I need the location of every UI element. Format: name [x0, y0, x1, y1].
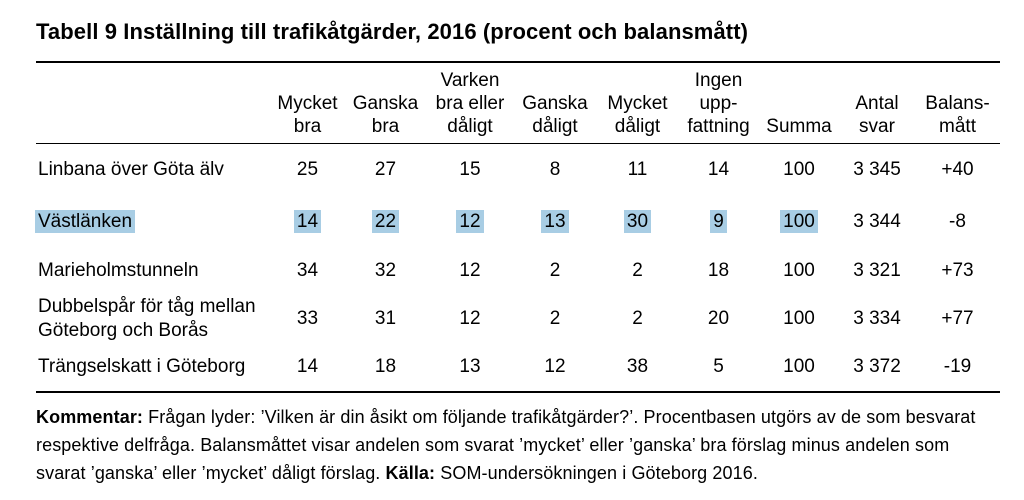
cell-value: 2: [549, 259, 561, 281]
cell-value: 25: [296, 158, 319, 180]
kommentar-text: Frågan lyder: ’Vilken är din åsikt om fö…: [36, 406, 976, 483]
row-label-highlighted: Västlänken: [35, 209, 136, 233]
cell-value: 100: [783, 356, 815, 377]
cell-value: 2: [549, 307, 561, 329]
col-header-antal-svar: Antal svar: [839, 63, 915, 144]
cell-value: 3 334: [853, 307, 901, 329]
cell-value: 100: [783, 259, 815, 281]
cell-value: 14: [707, 158, 730, 180]
cell-value: 34: [296, 259, 319, 281]
table-row-marieholmstunneln: Marieholmstunneln 34 32 12 2 2 18 100 3 …: [36, 248, 1000, 294]
cell-value: 12: [544, 356, 566, 377]
cell-value: 11: [627, 158, 648, 180]
table-title: Tabell 9 Inställning till trafikåtgärder…: [36, 19, 749, 44]
col-header-mycket-daligt: Mycket dåligt: [597, 63, 678, 144]
row-label: Linbana över Göta älv: [38, 158, 224, 180]
col-header-mycket-bra: Mycket bra: [271, 63, 344, 144]
cell-value: 33: [296, 307, 319, 329]
cell-value-highlighted: 100: [780, 209, 818, 233]
cell-value: 8: [549, 158, 561, 180]
kommentar-label: Kommentar:: [36, 406, 144, 427]
cell-value-highlighted: 13: [541, 209, 569, 233]
table-header: Mycket bra Ganska bra Varken bra eller d…: [36, 63, 1000, 144]
col-header-balansmatt: Balans- mått: [915, 63, 1000, 144]
cell-value: 3 321: [853, 259, 901, 281]
col-header-ingen-uppfattning: Ingen upp- fattning: [678, 63, 759, 144]
col-header-ganska-bra: Ganska bra: [344, 63, 427, 144]
kalla-text: SOM-undersökningen i Göteborg 2016.: [435, 462, 758, 483]
cell-value: 5: [713, 356, 724, 377]
cell-value-highlighted: 14: [293, 209, 322, 233]
cell-value: -19: [943, 356, 972, 377]
cell-value: 12: [459, 307, 481, 329]
col-header-summa: Summa: [759, 63, 839, 144]
cell-value: 27: [374, 158, 397, 180]
cell-value: 31: [374, 307, 397, 329]
cell-value: 38: [626, 356, 649, 377]
cell-value: -8: [949, 210, 966, 232]
row-label: Marieholmstunneln: [38, 259, 199, 281]
col-header-ganska-daligt: Ganska dåligt: [513, 63, 597, 144]
cell-value: 14: [296, 356, 319, 377]
cell-value: 2: [632, 259, 643, 281]
table-row-linbana: Linbana över Göta älv 25 27 15 8 11 14 1…: [36, 144, 1000, 196]
table-body: Linbana över Göta älv 25 27 15 8 11 14 1…: [35, 144, 1000, 391]
table-frame: Mycket bra Ganska bra Varken bra eller d…: [35, 61, 1000, 393]
kalla-label: Källa:: [385, 462, 436, 483]
cell-value: 15: [459, 158, 481, 180]
cell-value: 100: [783, 307, 815, 329]
data-table: Mycket bra Ganska bra Varken bra eller d…: [35, 63, 1000, 391]
table-comment: Kommentar: Frågan lyder: ’Vilken är din …: [36, 403, 988, 487]
cell-value: 18: [707, 259, 730, 281]
table-row-dubbelspar: Dubbelspår för tåg mellan Göteborg och B…: [36, 294, 1000, 344]
cell-value: 32: [374, 259, 397, 281]
table-section: Tabell 9 Inställning till trafikåtgärder…: [35, 0, 1000, 487]
cell-value: 100: [783, 158, 815, 180]
cell-value: 3 372: [853, 356, 901, 377]
cell-value-highlighted: 12: [456, 209, 484, 233]
cell-value: +40: [941, 158, 974, 180]
cell-value: +73: [941, 259, 974, 281]
cell-value: 20: [707, 307, 730, 329]
col-header-empty: [36, 63, 271, 144]
cell-value: 2: [632, 307, 643, 329]
cell-value: +77: [941, 307, 974, 329]
table-row-vastlanken: Västlänken 14 22 12 13 30 9 100 3 344 -8: [35, 196, 1000, 248]
cell-value: 13: [459, 356, 481, 377]
cell-value: 3 344: [853, 210, 901, 232]
row-label: Trängselskatt i Göteborg: [38, 356, 246, 377]
table-row-trangselskatt: Trängselskatt i Göteborg 14 18 13 12 38 …: [36, 344, 1000, 391]
cell-value-highlighted: 30: [623, 209, 652, 233]
cell-value: 18: [374, 356, 397, 377]
cell-value-highlighted: 22: [371, 209, 400, 233]
col-header-varken-bra-eller-daligt: Varken bra eller dåligt: [427, 63, 513, 144]
cell-value: 3 345: [853, 158, 901, 180]
row-label: Dubbelspår för tåg mellan Göteborg och B…: [38, 295, 256, 341]
cell-value: 12: [459, 259, 481, 281]
cell-value-highlighted: 9: [710, 209, 727, 233]
